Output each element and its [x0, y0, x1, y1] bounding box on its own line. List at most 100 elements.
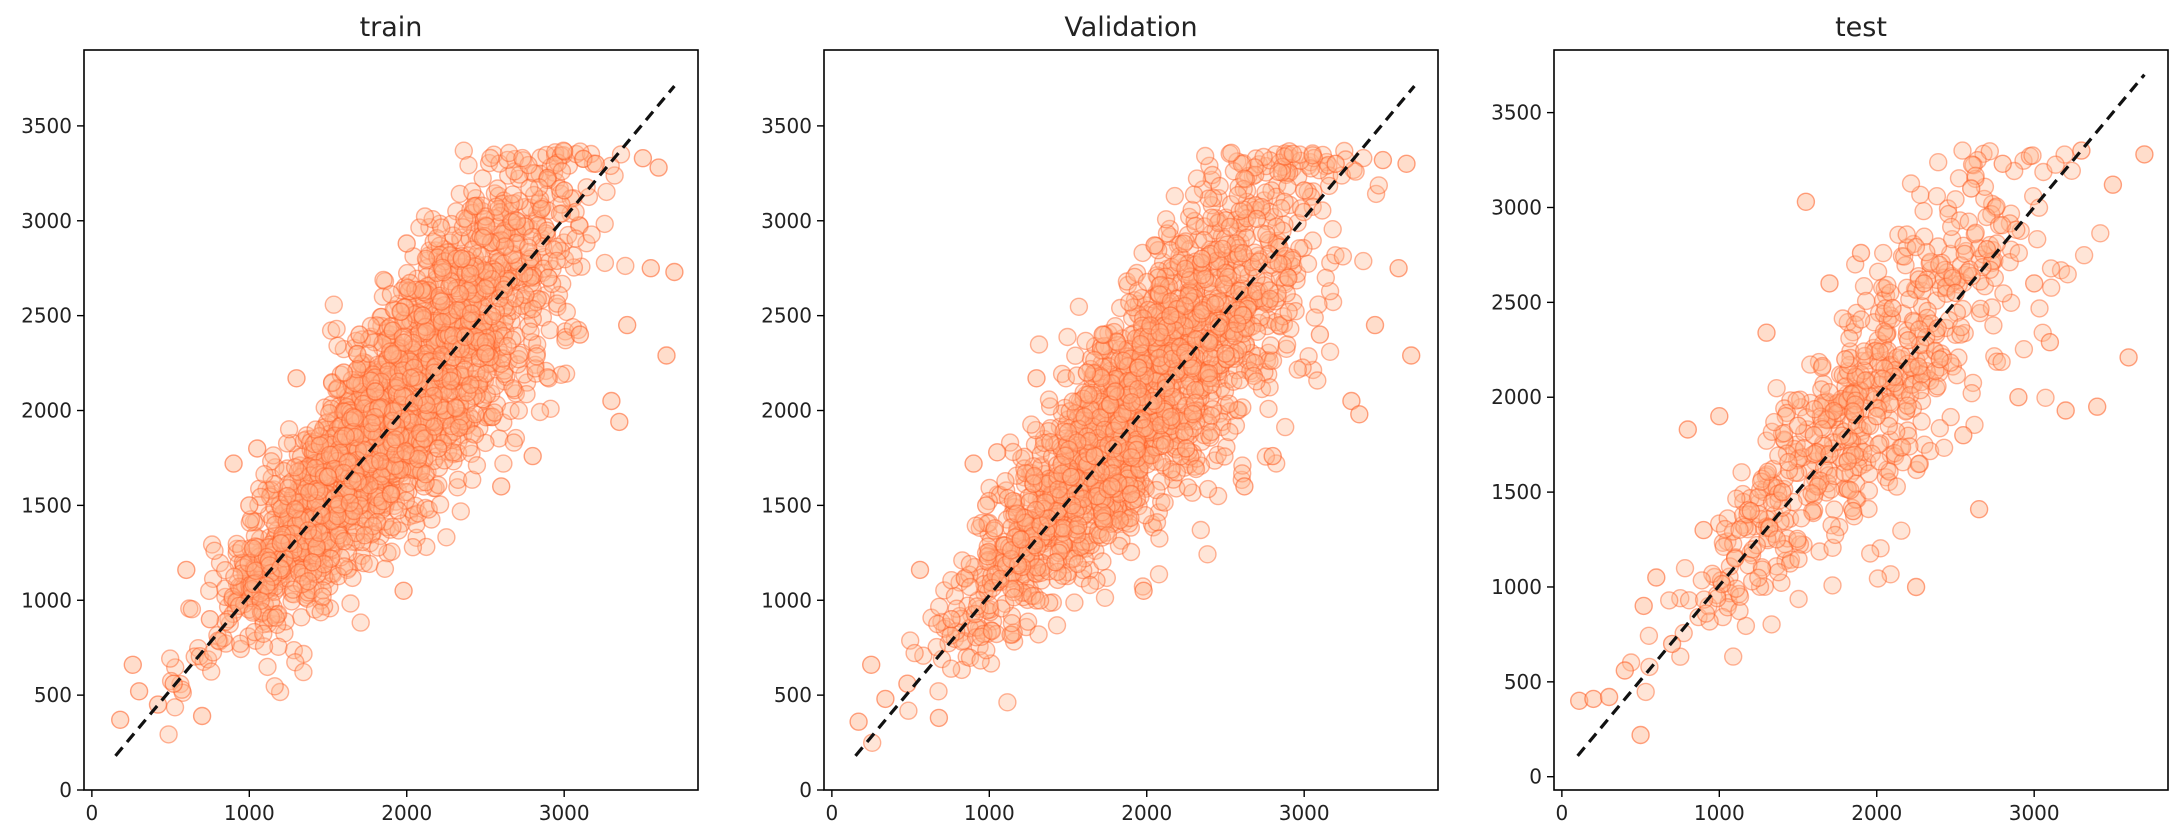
scatter-point — [254, 624, 273, 643]
scatter-point — [312, 546, 332, 565]
scatter-point — [290, 456, 309, 475]
scatter-point — [425, 333, 445, 352]
scatter-point — [1279, 302, 1298, 322]
scatter-point — [462, 293, 482, 312]
scatter-point — [1047, 616, 1067, 635]
scatter-point — [429, 458, 449, 477]
scatter-point — [412, 404, 432, 424]
scatter-point — [447, 202, 466, 221]
scatter-point — [123, 655, 143, 674]
scatter-point — [556, 322, 575, 341]
scatter-point — [389, 294, 408, 313]
scatter-point — [273, 503, 293, 523]
scatter-point — [942, 610, 961, 629]
scatter-point — [512, 343, 531, 362]
scatter-point — [376, 395, 395, 414]
scatter-point — [331, 456, 351, 475]
scatter-point — [288, 445, 308, 464]
scatter-point — [417, 400, 436, 420]
scatter-point — [461, 304, 481, 323]
scatter-point — [264, 598, 283, 617]
scatter-point — [1156, 378, 1176, 398]
scatter-point — [318, 467, 338, 487]
scatter-point — [510, 235, 529, 254]
scatter-point — [234, 578, 253, 597]
scatter-point — [996, 472, 1015, 491]
scatter-point — [346, 419, 366, 439]
scatter-point — [396, 442, 415, 461]
scatter-point — [451, 231, 470, 250]
scatter-point — [1354, 251, 1373, 271]
scatter-point — [1259, 399, 1278, 419]
scatter-point — [352, 505, 371, 525]
scatter-point — [281, 504, 300, 523]
scatter-point — [270, 682, 290, 702]
scatter-point — [365, 403, 384, 422]
scatter-point — [523, 333, 542, 352]
scatter-point — [602, 391, 621, 411]
scatter-point — [1079, 385, 1098, 404]
scatter-point — [462, 336, 482, 355]
scatter-point — [595, 214, 614, 234]
scatter-point — [294, 662, 313, 682]
scatter-point — [395, 360, 414, 379]
scatter-point — [327, 500, 346, 520]
scatter-point — [338, 452, 357, 471]
scatter-point — [1198, 545, 1217, 564]
scatter-point — [435, 326, 454, 346]
scatter-point — [322, 395, 341, 414]
scatter-point — [284, 516, 304, 535]
scatter-point — [356, 399, 376, 418]
scatter-point — [1202, 406, 1221, 425]
scatter-point — [435, 309, 455, 328]
scatter-point — [296, 459, 316, 479]
scatter-point — [328, 336, 347, 355]
scatter-point — [1823, 576, 1842, 595]
scatter-point — [537, 185, 556, 204]
scatter-point — [480, 327, 499, 346]
scatter-point — [523, 163, 542, 183]
scatter-point — [408, 355, 428, 374]
scatter-point — [2014, 340, 2034, 359]
scatter-point — [368, 414, 387, 433]
scatter-point — [288, 502, 307, 521]
scatter-point — [430, 214, 450, 234]
scatter-point — [444, 405, 463, 425]
scatter-point — [314, 418, 333, 437]
scatter-point — [491, 230, 510, 249]
scatter-point — [310, 435, 329, 454]
scatter-point — [243, 539, 263, 558]
scatter-point — [408, 433, 427, 453]
scatter-point — [324, 295, 343, 314]
scatter-point — [1373, 150, 1393, 170]
scatter-point — [1283, 144, 1303, 164]
scatter-point — [570, 325, 590, 344]
scatter-point — [303, 553, 322, 572]
scatter-point — [1174, 422, 1194, 441]
scatter-point — [456, 323, 475, 342]
scatter-point — [456, 408, 475, 427]
scatter-points — [849, 141, 1421, 752]
scatter-point — [1659, 591, 1679, 610]
scatter-point — [381, 484, 401, 504]
scatter-point — [941, 659, 961, 678]
scatter-point — [849, 712, 868, 731]
scatter-point — [255, 465, 274, 484]
scatter-point — [371, 526, 390, 546]
scatter-point — [300, 463, 319, 482]
scatter-point — [1323, 219, 1342, 239]
scatter-point — [433, 310, 452, 329]
scatter-point — [426, 380, 445, 399]
scatter-point — [475, 371, 495, 391]
scatter-point — [382, 396, 401, 415]
scatter-point — [569, 215, 589, 235]
scatter-point — [2027, 229, 2047, 249]
scatter-point — [388, 501, 408, 520]
scatter-point — [1277, 335, 1297, 354]
scatter-point — [200, 610, 220, 629]
scatter-point — [297, 430, 316, 449]
scatter-point — [271, 534, 290, 553]
scatter-point — [376, 494, 396, 513]
scatter-point — [422, 371, 441, 391]
scatter-point — [1892, 521, 1911, 540]
